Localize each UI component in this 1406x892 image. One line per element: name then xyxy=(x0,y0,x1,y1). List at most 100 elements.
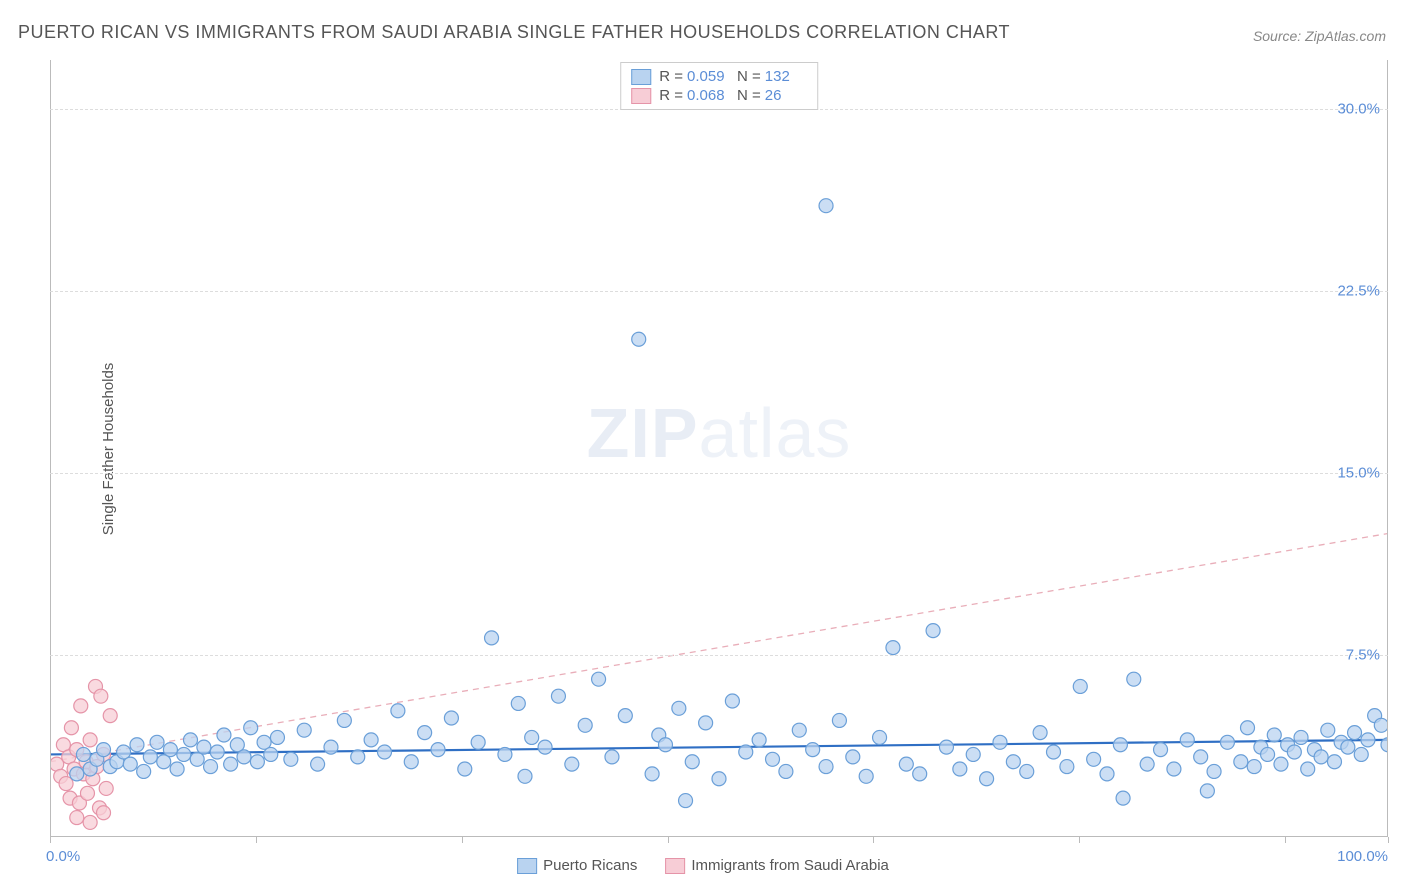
data-point xyxy=(311,757,325,771)
r-label: R = xyxy=(659,68,683,85)
data-point xyxy=(1234,755,1248,769)
data-point xyxy=(679,794,693,808)
n-label: N = xyxy=(737,68,761,85)
data-point xyxy=(993,735,1007,749)
data-point xyxy=(725,694,739,708)
data-point xyxy=(859,769,873,783)
data-point xyxy=(1116,791,1130,805)
data-point xyxy=(1140,757,1154,771)
swatch-series-2 xyxy=(631,88,651,104)
data-point xyxy=(324,740,338,754)
x-tick xyxy=(1285,837,1286,843)
data-point xyxy=(244,721,258,735)
data-point xyxy=(1207,764,1221,778)
data-point xyxy=(699,716,713,730)
data-point xyxy=(284,752,298,766)
data-point xyxy=(170,762,184,776)
data-point xyxy=(99,781,113,795)
data-point xyxy=(551,689,565,703)
legend-label-1: Puerto Ricans xyxy=(543,857,637,874)
x-tick xyxy=(1388,837,1389,843)
data-point xyxy=(1267,728,1281,742)
x-tick xyxy=(668,837,669,843)
data-point xyxy=(204,760,218,774)
data-point xyxy=(819,760,833,774)
data-point xyxy=(1100,767,1114,781)
data-point xyxy=(297,723,311,737)
legend-swatch-1 xyxy=(517,858,537,874)
data-point xyxy=(1033,726,1047,740)
n-label: N = xyxy=(737,87,761,104)
data-point xyxy=(565,757,579,771)
data-point xyxy=(1301,762,1315,776)
data-point xyxy=(83,815,97,829)
data-point xyxy=(752,733,766,747)
data-point xyxy=(605,750,619,764)
data-point xyxy=(658,738,672,752)
data-point xyxy=(97,743,111,757)
x-tick xyxy=(1079,837,1080,843)
x-tick-label: 100.0% xyxy=(1337,848,1388,865)
data-point xyxy=(163,743,177,757)
data-point xyxy=(337,713,351,727)
data-point xyxy=(926,624,940,638)
data-point xyxy=(1113,738,1127,752)
data-point xyxy=(1354,747,1368,761)
x-tick-label: 0.0% xyxy=(46,848,80,865)
data-point xyxy=(1348,726,1362,740)
data-point xyxy=(1274,757,1288,771)
data-point xyxy=(123,757,137,771)
data-point xyxy=(391,704,405,718)
data-point xyxy=(224,757,238,771)
data-point xyxy=(618,709,632,723)
data-point xyxy=(819,199,833,213)
data-point xyxy=(217,728,231,742)
data-point xyxy=(137,764,151,778)
chart-title: PUERTO RICAN VS IMMIGRANTS FROM SAUDI AR… xyxy=(18,22,1010,43)
data-point xyxy=(210,745,224,759)
data-point xyxy=(538,740,552,754)
legend-swatch-2 xyxy=(665,858,685,874)
y-tick-label: 15.0% xyxy=(1337,464,1380,481)
data-point xyxy=(518,769,532,783)
data-point xyxy=(1294,730,1308,744)
data-point xyxy=(150,735,164,749)
data-point xyxy=(846,750,860,764)
data-point xyxy=(592,672,606,686)
data-point xyxy=(1167,762,1181,776)
data-point xyxy=(1194,750,1208,764)
stats-row-1: R =0.059 N =132 xyxy=(631,67,807,86)
axis-right xyxy=(1387,60,1388,837)
stats-row-2: R =0.068 N =26 xyxy=(631,86,807,105)
data-point xyxy=(97,806,111,820)
data-point xyxy=(80,786,94,800)
x-tick xyxy=(50,837,51,843)
data-point xyxy=(792,723,806,737)
data-point xyxy=(1261,747,1275,761)
data-point xyxy=(939,740,953,754)
r-label: R = xyxy=(659,87,683,104)
data-point xyxy=(1361,733,1375,747)
data-point xyxy=(177,747,191,761)
legend-item-2: Immigrants from Saudi Arabia xyxy=(665,857,889,874)
x-tick xyxy=(873,837,874,843)
data-point xyxy=(1073,679,1087,693)
data-point xyxy=(739,745,753,759)
data-point xyxy=(1327,755,1341,769)
data-point xyxy=(1200,784,1214,798)
data-point xyxy=(404,755,418,769)
data-point xyxy=(1314,750,1328,764)
data-point xyxy=(103,709,117,723)
data-point xyxy=(378,745,392,759)
data-point xyxy=(1047,745,1061,759)
scatter-plot-svg xyxy=(50,60,1388,837)
data-point xyxy=(953,762,967,776)
y-tick-label: 7.5% xyxy=(1346,646,1380,663)
data-point xyxy=(130,738,144,752)
data-point xyxy=(1241,721,1255,735)
data-point xyxy=(1321,723,1335,737)
data-point xyxy=(1220,735,1234,749)
data-point xyxy=(886,641,900,655)
data-point xyxy=(1287,745,1301,759)
data-point xyxy=(1374,718,1388,732)
